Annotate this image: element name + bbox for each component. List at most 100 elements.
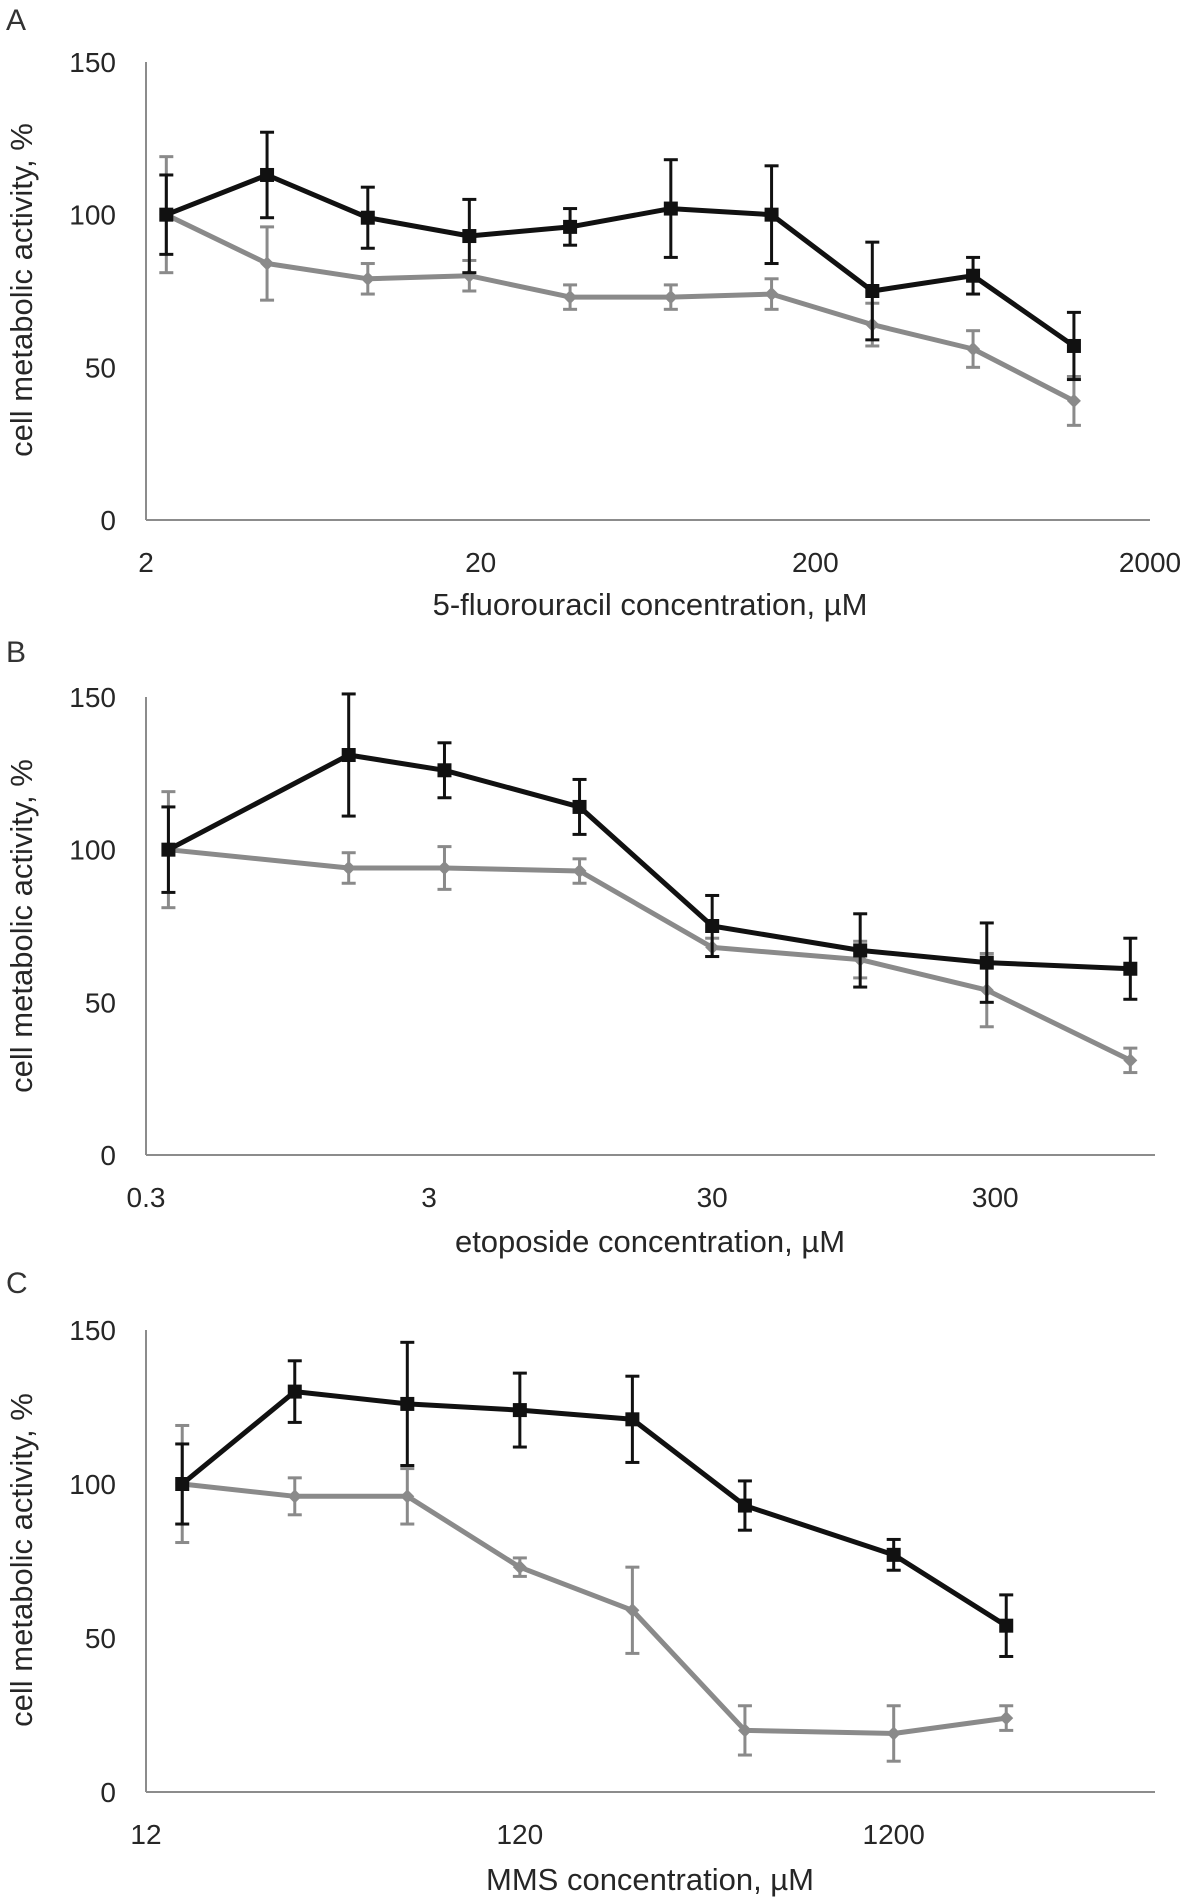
panel-a-black-series-point <box>1066 338 1081 353</box>
panel-b-black-series-point <box>161 842 176 857</box>
panel-b: B cell metabolic activity, % etoposide c… <box>4 636 1155 1259</box>
panel-b-y-ticks: 0 50 100 150 <box>69 682 116 1171</box>
panel-a-letter: A <box>6 4 26 37</box>
panel-b-grey-series-point <box>572 864 587 879</box>
panel-a-y-tick-label: 100 <box>69 200 116 231</box>
panel-a-grey-series-point <box>360 271 375 286</box>
panel-a-y-ticks: 0 50 100 150 <box>69 47 116 536</box>
panel-c-x-tick-label: 120 <box>496 1819 543 1850</box>
panel-b-black-series-point <box>341 748 356 763</box>
panel-a-black-series-point <box>764 207 779 222</box>
panel-b-x-tick-label: 0.3 <box>127 1182 166 1213</box>
panel-b-y-tick-label: 150 <box>69 682 116 713</box>
panel-a-x-tick-label: 20 <box>465 547 496 578</box>
panel-b-letter: B <box>6 636 26 669</box>
panel-b-x-tick-label: 30 <box>697 1182 728 1213</box>
panel-b-black-series-point <box>572 799 587 814</box>
panel-b-y-tick-label: 100 <box>69 835 116 866</box>
panel-c-x-ticks: 12 120 1200 <box>130 1819 924 1850</box>
panel-a-y-axis-title: cell metabolic activity, % <box>4 123 39 457</box>
panel-c-grey-series-point <box>287 1489 302 1504</box>
panel-a-black-series <box>159 130 1081 382</box>
panel-a-black-series-point <box>663 201 678 216</box>
panel-b-grey-series-point <box>1123 1053 1138 1068</box>
panel-a-y-tick-label: 150 <box>69 47 116 78</box>
panel-c-y-tick-label: 150 <box>69 1315 116 1346</box>
panel-b-x-tick-label: 300 <box>972 1182 1019 1213</box>
panel-a-grey-series-point <box>966 342 981 357</box>
panel-b-grey-series-line <box>165 847 1133 1063</box>
panel-a-x-tick-label: 200 <box>792 547 839 578</box>
panel-a-black-series-point <box>462 229 477 244</box>
panel-c-x-axis-title: MMS concentration, µM <box>486 1862 814 1897</box>
panel-c-x-tick-label: 1200 <box>863 1819 925 1850</box>
panel-a-black-series-point <box>159 207 174 222</box>
panel-b-black-series <box>161 692 1138 1004</box>
panel-c-grey-series-line <box>179 1481 1009 1736</box>
panel-b-black-series-point <box>705 919 720 933</box>
panel-a-x-ticks: 2 20 200 2000 <box>138 547 1181 578</box>
panel-c-y-tick-label: 50 <box>85 1623 116 1654</box>
panel-c-y-tick-label: 100 <box>69 1469 116 1500</box>
panel-c-grey-series-point <box>886 1726 901 1741</box>
panel-b-black-series-point <box>853 943 868 958</box>
panel-a-y-tick-label: 50 <box>85 352 116 383</box>
panel-a-x-axis-title: 5-fluorouracil concentration, µM <box>433 587 868 622</box>
panel-c-grey-series <box>175 1423 1014 1763</box>
panel-c-grey-series-point <box>512 1560 527 1575</box>
panel-c: C cell metabolic activity, % MMS concent… <box>4 1267 1155 1897</box>
panel-a-grey-series-point <box>764 287 779 302</box>
panel-b-black-series-point <box>437 763 452 778</box>
panel-b-y-tick-label: 50 <box>85 987 116 1018</box>
panel-a-grey-series-point <box>663 290 678 305</box>
panel-c-black-series-point <box>737 1498 752 1513</box>
panel-c-grey-series-point <box>625 1603 640 1618</box>
panel-a-x-tick-label: 2 <box>138 547 154 578</box>
panel-b-black-series-line <box>165 752 1133 972</box>
panel-c-y-tick-label: 0 <box>100 1777 116 1808</box>
panel-b-x-ticks: 0.3 3 30 300 <box>127 1182 1019 1213</box>
panel-b-x-axis-title: etoposide concentration, µM <box>455 1224 845 1259</box>
panel-a-black-series-point <box>966 268 981 283</box>
panel-c-plot <box>175 1340 1014 1763</box>
panel-a: A cell metabolic activity, % 5-fluoroura… <box>4 4 1181 622</box>
panel-c-black-series-point <box>886 1547 901 1562</box>
panel-a-black-series-point <box>260 167 275 182</box>
panel-c-grey-series-point <box>400 1489 415 1504</box>
panel-a-y-tick-label: 0 <box>100 505 116 536</box>
panel-a-plot <box>159 130 1081 427</box>
panel-b-grey-series-point <box>437 860 452 875</box>
panel-b-y-tick-label: 0 <box>100 1140 116 1171</box>
panel-a-black-series-point <box>360 210 375 225</box>
panel-c-black-series-point <box>512 1403 527 1418</box>
panel-c-black-series-point <box>400 1396 415 1411</box>
panel-c-y-axis-title: cell metabolic activity, % <box>4 1393 39 1727</box>
panel-c-grey-series-point <box>737 1723 752 1738</box>
panel-a-grey-series-line <box>163 212 1077 404</box>
panel-c-black-series-point <box>175 1477 190 1491</box>
panel-c-x-tick-label: 12 <box>130 1819 161 1850</box>
panel-b-plot <box>161 692 1138 1075</box>
panel-a-black-series-point <box>865 284 880 298</box>
panel-b-black-series-point <box>1123 961 1138 976</box>
panel-b-y-axis-title: cell metabolic activity, % <box>4 759 39 1093</box>
panel-c-black-series-point <box>287 1384 302 1399</box>
panel-b-grey-series-point <box>341 860 356 875</box>
panel-c-black-series-point <box>999 1618 1014 1633</box>
panel-c-black-series-line <box>179 1389 1009 1629</box>
panel-a-grey-series-point <box>563 290 578 305</box>
panel-a-black-series-point <box>563 219 578 234</box>
panel-a-x-tick-label: 2000 <box>1119 547 1181 578</box>
panel-a-grey-series <box>159 155 1081 427</box>
panel-a-black-series-line <box>163 172 1077 349</box>
panel-b-x-tick-label: 3 <box>421 1182 437 1213</box>
panel-a-grey-series-point <box>260 256 275 271</box>
panel-b-grey-series <box>161 790 1138 1075</box>
panel-b-black-series-point <box>979 955 994 970</box>
panel-c-grey-series-point <box>999 1711 1014 1726</box>
panel-a-grey-series-point <box>1066 393 1081 408</box>
panel-c-black-series <box>175 1340 1014 1658</box>
panel-c-black-series-point <box>625 1412 640 1427</box>
panel-c-y-ticks: 0 50 100 150 <box>69 1315 116 1808</box>
